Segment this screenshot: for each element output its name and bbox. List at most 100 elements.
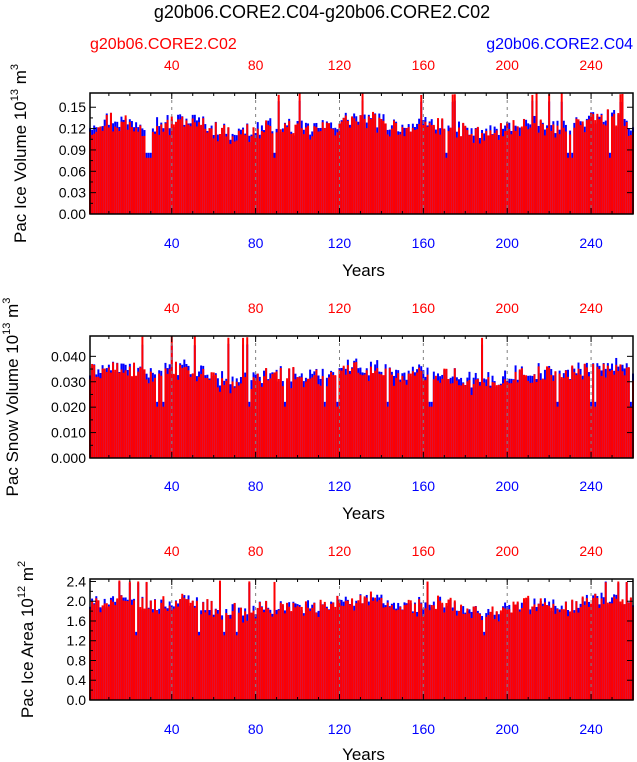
bar — [535, 611, 538, 700]
bar — [208, 379, 211, 458]
bar — [573, 372, 576, 458]
bar — [242, 129, 245, 214]
bar — [485, 616, 488, 700]
bar — [212, 138, 215, 214]
bar — [502, 607, 504, 700]
bar — [212, 372, 215, 458]
bar — [535, 381, 538, 458]
bar — [95, 598, 98, 700]
bar — [424, 380, 427, 458]
bar — [260, 386, 263, 458]
bar — [145, 379, 148, 458]
bar — [514, 604, 517, 700]
bar — [554, 613, 557, 700]
bar — [191, 600, 194, 700]
bar — [407, 127, 410, 214]
bar — [403, 605, 406, 700]
bar — [464, 385, 467, 458]
bar — [512, 120, 515, 214]
bar — [273, 157, 276, 214]
bar — [258, 138, 261, 214]
bar — [458, 611, 460, 700]
bar — [193, 122, 196, 214]
bar — [93, 133, 96, 214]
bar — [328, 377, 330, 458]
bar — [348, 127, 351, 214]
y-tick-label: 0.030 — [51, 374, 86, 390]
bar — [304, 381, 307, 458]
bar — [525, 375, 528, 458]
bar — [168, 368, 171, 458]
bar — [533, 374, 536, 458]
x-axis-label: Years — [342, 261, 385, 280]
bar — [355, 121, 358, 214]
bar — [487, 377, 490, 458]
bar — [462, 383, 465, 458]
bar — [558, 612, 561, 700]
bar — [91, 363, 94, 458]
x-tick-label-bottom: 200 — [496, 478, 520, 494]
bar — [388, 368, 391, 458]
bar — [216, 387, 219, 458]
bar — [390, 374, 393, 458]
bar — [493, 382, 496, 458]
bar — [594, 406, 597, 458]
bar — [413, 375, 416, 458]
bar — [294, 379, 297, 458]
x-tick-label-bottom: 40 — [164, 478, 180, 494]
bar — [195, 126, 198, 214]
bar — [156, 610, 159, 700]
bar — [198, 635, 201, 700]
bar — [476, 126, 479, 214]
bar — [487, 614, 490, 700]
bar — [418, 599, 421, 700]
bar — [416, 616, 419, 700]
bar — [218, 391, 221, 458]
bar — [248, 406, 251, 458]
x-tick-label-bottom: 40 — [164, 235, 180, 251]
bar — [627, 367, 630, 458]
bar — [330, 603, 333, 700]
bar — [554, 371, 557, 458]
bar — [149, 600, 152, 700]
y-tick-label: 0.4 — [67, 672, 87, 688]
bar — [179, 364, 182, 458]
bar — [103, 368, 106, 458]
bar — [198, 122, 201, 214]
bar — [145, 157, 148, 214]
bar — [311, 136, 314, 214]
bar — [512, 380, 515, 458]
bar — [462, 122, 465, 214]
bar — [569, 380, 572, 458]
bar — [497, 139, 500, 214]
bar — [130, 376, 133, 458]
bar — [177, 606, 180, 700]
y-tick-label: 0.00 — [59, 206, 86, 222]
bar — [342, 605, 345, 700]
bar — [409, 600, 412, 700]
bar — [569, 611, 572, 700]
bar — [336, 595, 339, 700]
bar — [518, 135, 521, 214]
bar — [455, 380, 458, 458]
bar — [390, 605, 393, 700]
bar — [321, 122, 324, 214]
bar — [556, 125, 559, 214]
bar — [458, 127, 460, 214]
bar — [156, 406, 159, 458]
bar — [340, 605, 343, 700]
bar — [562, 127, 565, 214]
bar — [353, 362, 356, 458]
bar — [170, 336, 173, 458]
bar — [434, 608, 437, 700]
bar — [564, 601, 567, 700]
bar — [493, 619, 496, 700]
bar — [313, 603, 316, 700]
bar — [481, 337, 484, 458]
bar — [451, 610, 454, 700]
bar — [409, 373, 412, 458]
bar — [388, 607, 391, 700]
bar — [202, 118, 205, 214]
bar — [372, 111, 375, 214]
bar — [210, 600, 213, 700]
